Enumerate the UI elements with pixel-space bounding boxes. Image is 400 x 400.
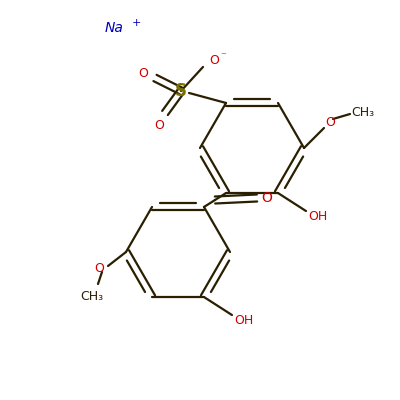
Text: O: O	[325, 116, 335, 128]
Text: ⁻: ⁻	[220, 51, 226, 61]
Text: O: O	[209, 54, 219, 68]
Text: +: +	[132, 18, 141, 28]
Text: O: O	[261, 191, 272, 205]
Text: CH₃: CH₃	[80, 290, 104, 304]
Text: O: O	[138, 68, 148, 80]
Text: OH: OH	[234, 314, 253, 326]
Text: O: O	[154, 120, 164, 132]
Text: O: O	[94, 262, 104, 274]
Text: OH: OH	[308, 210, 327, 222]
Text: Na: Na	[105, 21, 124, 35]
Text: S: S	[175, 82, 187, 100]
Text: CH₃: CH₃	[351, 106, 374, 118]
